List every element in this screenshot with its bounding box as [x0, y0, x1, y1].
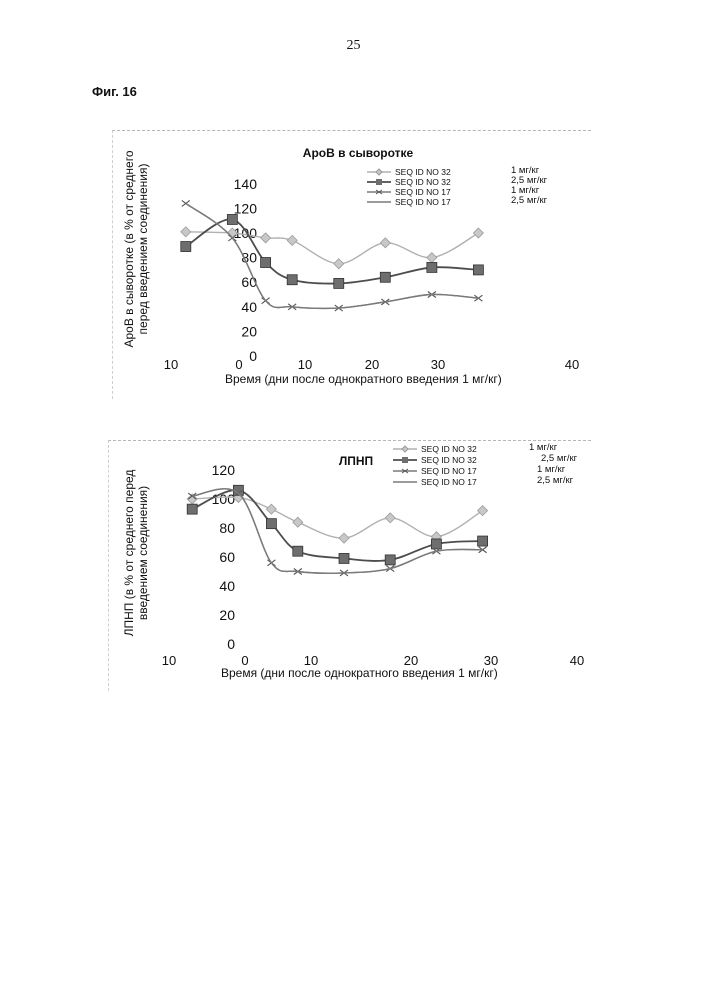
ldl-chart: ЛПНП02040608010012010010203040Время (дни…	[109, 441, 591, 691]
chart-title: АроВ в сыворотке	[303, 146, 414, 160]
y-tick-label: 20	[241, 323, 257, 339]
page-number: 25	[0, 38, 707, 54]
x-axis-title: Время (дни после однократного введения 1…	[221, 666, 498, 680]
x-tick-label: 30	[431, 357, 445, 372]
y-tick-label: 20	[219, 607, 235, 623]
y-tick-label: 140	[234, 176, 258, 192]
data-point-square	[181, 242, 191, 252]
y-axis-title-line: введением соединения)	[136, 486, 150, 620]
y-tick-label: 80	[219, 520, 235, 536]
y-tick-label: 0	[227, 636, 235, 652]
legend-label: SEQ ID NO 17	[421, 466, 477, 476]
x-tick-label: 40	[565, 357, 579, 372]
x-tick-label: 40	[570, 653, 584, 668]
series-line-1	[192, 497, 482, 538]
data-point-square	[478, 536, 488, 546]
legend-dose: 1 мг/кг	[537, 464, 566, 475]
legend-label: SEQ ID NO 17	[421, 477, 477, 487]
legend-dose: 2,5 мг/кг	[537, 475, 574, 486]
figure-label: Фиг. 16	[92, 84, 137, 99]
data-point-diamond	[334, 259, 344, 269]
x-tick-label: 10	[298, 357, 312, 372]
data-point-square	[431, 539, 441, 549]
data-point-diamond	[427, 253, 437, 263]
y-tick-label: 120	[234, 200, 258, 216]
y-tick-label: 40	[219, 578, 235, 594]
series-line-2	[186, 219, 479, 283]
data-point-diamond	[293, 517, 303, 527]
legend-label: SEQ ID NO 17	[395, 197, 451, 207]
legend-dose: 2,5 мг/кг	[511, 195, 548, 206]
y-tick-label: 60	[219, 549, 235, 565]
x-axis-title: Время (дни после однократного введения 1…	[225, 372, 502, 386]
legend-marker	[376, 169, 382, 175]
data-point-square	[427, 262, 437, 272]
data-point-diamond	[473, 228, 483, 238]
legend-marker	[402, 457, 408, 463]
legend-marker	[376, 179, 382, 185]
chart-panel-apob: АроВ в сыворотке020406080100120140100102…	[112, 130, 591, 399]
series-line-4	[192, 489, 482, 573]
legend-label: SEQ ID NO 32	[421, 444, 477, 454]
legend-label: SEQ ID NO 17	[395, 187, 451, 197]
data-point-diamond	[261, 233, 271, 243]
legend-marker	[402, 446, 408, 452]
data-point-diamond	[385, 513, 395, 523]
x-tick-label: 10	[164, 357, 178, 372]
data-point-square	[339, 553, 349, 563]
chart-title: ЛПНП	[339, 454, 373, 468]
y-tick-label: 0	[249, 348, 257, 364]
legend-label: SEQ ID NO 32	[395, 167, 451, 177]
data-point-square	[287, 275, 297, 285]
legend-label: SEQ ID NO 32	[395, 177, 451, 187]
data-point-diamond	[380, 238, 390, 248]
data-point-square	[187, 504, 197, 514]
chart-panel-ldl: ЛПНП02040608010012010010203040Время (дни…	[108, 440, 591, 691]
data-point-square	[266, 519, 276, 529]
x-tick-label: 0	[235, 357, 242, 372]
data-point-square	[261, 258, 271, 268]
legend-dose: 2,5 мг/кг	[541, 453, 578, 464]
data-point-square	[293, 546, 303, 556]
data-point-diamond	[181, 227, 191, 237]
legend-label: SEQ ID NO 32	[421, 455, 477, 465]
y-tick-label: 120	[212, 462, 236, 478]
y-axis-title-line: ЛПНП (в % от среднего перед	[122, 470, 136, 637]
data-point-square	[385, 555, 395, 565]
data-point-diamond	[339, 533, 349, 543]
y-tick-label: 40	[241, 299, 257, 315]
series-line-3	[192, 489, 482, 573]
y-axis-title-line: АроВ в сыворотке (в % от среднего	[122, 150, 136, 347]
data-point-square	[473, 265, 483, 275]
data-point-diamond	[266, 504, 276, 514]
apob-chart: АроВ в сыворотке020406080100120140100102…	[113, 131, 591, 399]
data-point-diamond	[287, 235, 297, 245]
x-tick-label: 20	[365, 357, 379, 372]
data-point-square	[227, 214, 237, 224]
x-tick-label: 10	[162, 653, 176, 668]
legend-dose: 1 мг/кг	[529, 442, 558, 453]
data-point-square	[380, 272, 390, 282]
data-point-diamond	[478, 506, 488, 516]
data-point-square	[334, 278, 344, 288]
y-axis-title-line: перед введением соединения)	[136, 164, 150, 335]
